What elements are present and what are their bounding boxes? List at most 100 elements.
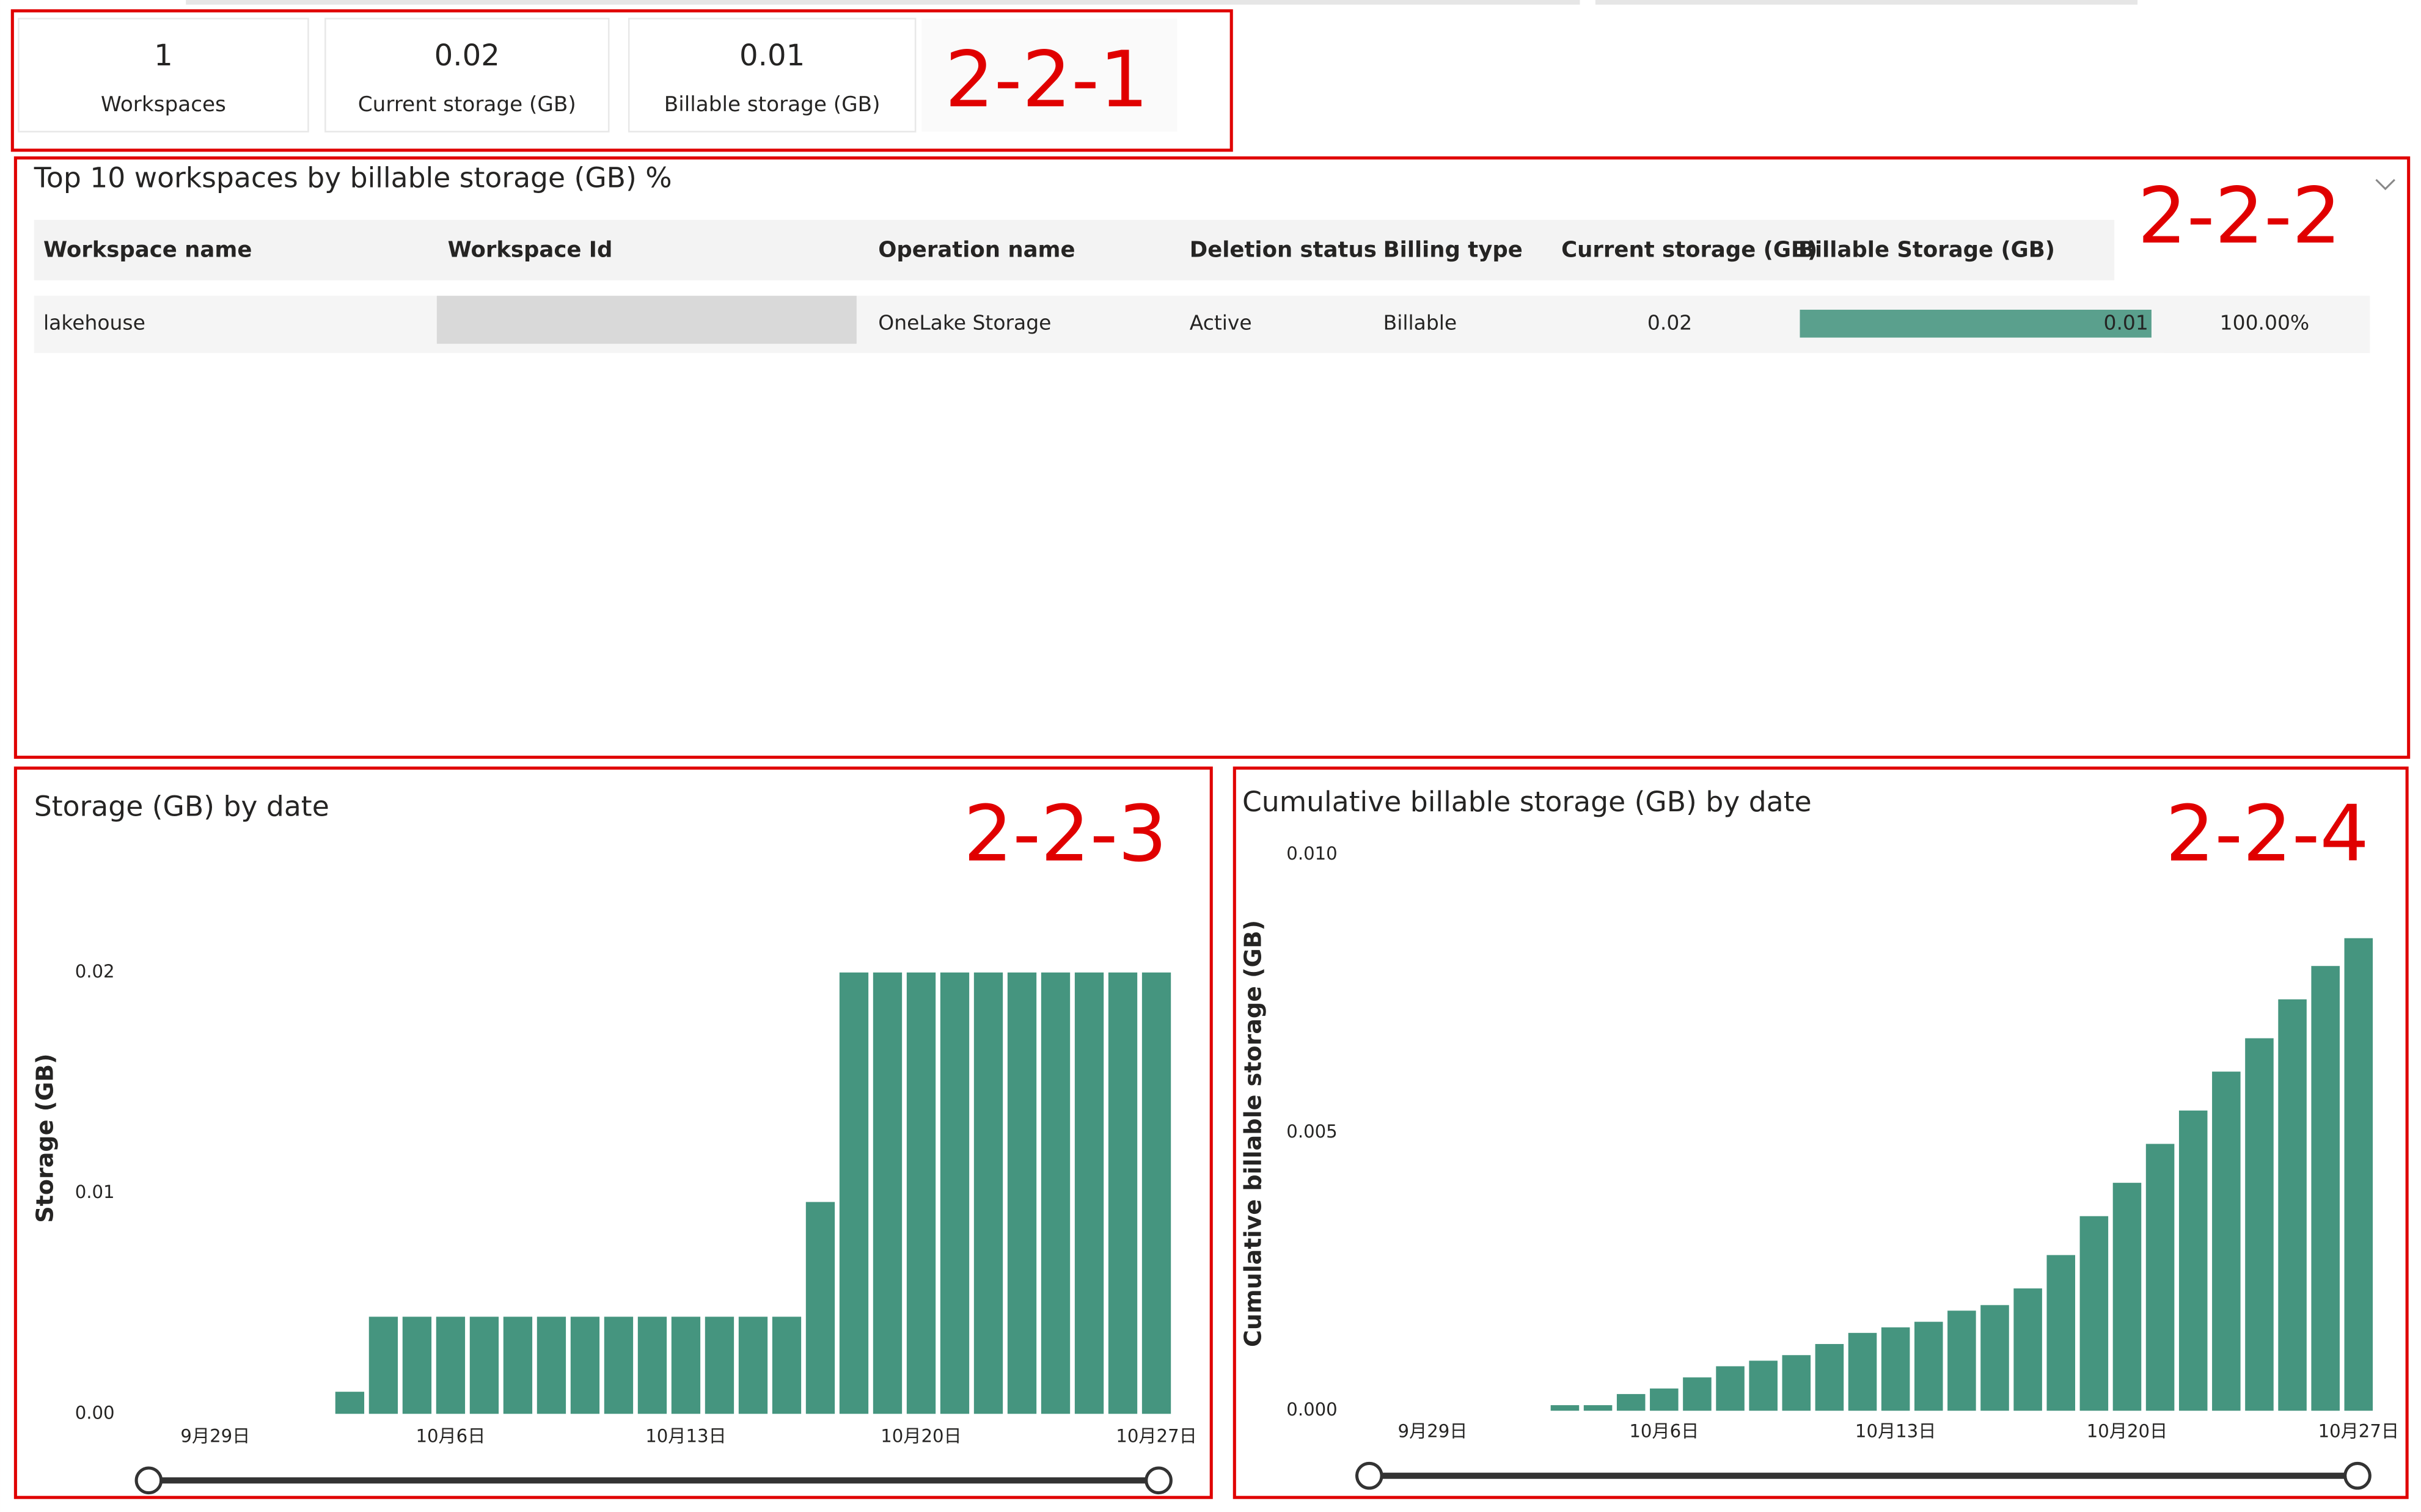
bar [2311, 966, 2340, 1411]
x-tick-label: 10月20日 [881, 1425, 961, 1446]
bar [738, 1317, 768, 1414]
card-value: 0.02 [434, 38, 500, 73]
card [324, 18, 610, 133]
y-tick-label: 0.005 [1286, 1121, 1337, 1142]
bar [2046, 1255, 2076, 1411]
cell: OneLake Storage [878, 310, 1051, 334]
y-tick-label: 0.00 [75, 1402, 115, 1423]
card [18, 18, 309, 133]
bar [335, 1392, 365, 1414]
bar [1782, 1355, 1811, 1411]
bar [2344, 938, 2373, 1411]
annotation-box [13, 156, 2411, 759]
bar [1881, 1327, 1910, 1411]
bar [906, 972, 936, 1414]
card-value: 1 [154, 38, 173, 73]
card-value: 0.01 [739, 38, 805, 73]
annotation-box [1232, 766, 2409, 1499]
bar [436, 1317, 466, 1414]
bar [805, 1202, 835, 1414]
column-header: Current storage (GB) [1561, 238, 1817, 263]
bar [1848, 1332, 1877, 1411]
annotation-label: 2-2-1 [945, 34, 1148, 125]
slider-handle[interactable] [1355, 1461, 1383, 1490]
bar [1650, 1388, 1679, 1411]
column-header: Workspace name [43, 238, 252, 263]
top-strip [186, 0, 1580, 5]
x-tick-label: 9月29日 [1398, 1421, 1468, 1442]
cell: lakehouse [43, 310, 145, 334]
bar [402, 1317, 432, 1414]
bar [1716, 1366, 1745, 1411]
y-axis-title: Cumulative billable storage (GB) [1240, 920, 1267, 1347]
bar [637, 1317, 667, 1414]
card-label: Current storage (GB) [358, 92, 576, 117]
cell: Billable [1383, 310, 1457, 334]
x-tick-label: 10月6日 [1629, 1421, 1699, 1442]
bar [2145, 1144, 2175, 1411]
table-cell-bg [2164, 296, 2370, 353]
slider-handle[interactable] [2343, 1461, 2372, 1490]
bar [2079, 1216, 2109, 1411]
bar [940, 972, 970, 1414]
bar [839, 972, 869, 1414]
bar [1141, 972, 1171, 1414]
column-header: Deletion status [1190, 238, 1377, 263]
cell: 100.00% [2220, 310, 2310, 334]
annotation-label: 2-2-3 [964, 789, 1167, 879]
x-tick-label: 10月13日 [645, 1425, 726, 1446]
bar [705, 1317, 734, 1414]
table-title: Top 10 workspaces by billable storage (G… [34, 162, 672, 194]
card [628, 18, 917, 133]
bar [2212, 1072, 2241, 1411]
bar [873, 972, 903, 1414]
annotation-box [13, 766, 1213, 1499]
slider-handle[interactable] [1145, 1466, 1173, 1495]
x-tick-label: 9月29日 [180, 1425, 250, 1446]
chevron[interactable] [2375, 178, 2395, 191]
x-tick-label: 10月27日 [2318, 1421, 2399, 1442]
column-header: Workspace Id [448, 238, 613, 263]
bar [671, 1317, 701, 1414]
bar [537, 1317, 566, 1414]
bar [1550, 1405, 1580, 1411]
bar [2112, 1183, 2142, 1411]
annotation-label: 2-2-2 [2137, 170, 2341, 261]
redacted-cell [436, 296, 857, 344]
cell: 0.01 [2103, 310, 2148, 334]
card-label: Workspaces [101, 92, 226, 117]
cell: Active [1190, 310, 1252, 334]
bar [1616, 1393, 1646, 1411]
bar [1914, 1321, 1943, 1411]
bar [503, 1317, 533, 1414]
card [921, 18, 1178, 132]
bar [1583, 1405, 1613, 1411]
top-strip [1595, 0, 2138, 5]
bar [368, 1317, 398, 1414]
bar [2178, 1110, 2208, 1411]
bar [469, 1317, 499, 1414]
annotation-label: 2-2-4 [2166, 789, 2369, 879]
y-tick-label: 0.01 [75, 1181, 115, 1202]
y-axis-title: Storage (GB) [32, 1053, 59, 1222]
chart-title: Cumulative billable storage (GB) by date [1242, 786, 1812, 818]
x-tick-label: 10月27日 [1116, 1425, 1196, 1446]
bar [1815, 1344, 1844, 1411]
bar [1108, 972, 1138, 1414]
annotation-box [10, 9, 1233, 152]
bar [2278, 999, 2307, 1411]
x-tick-label: 10月6日 [416, 1425, 485, 1446]
bar [570, 1317, 600, 1414]
x-tick-label: 10月13日 [1855, 1421, 1936, 1442]
cell: 0.02 [1647, 310, 1692, 334]
chart-title: Storage (GB) by date [34, 791, 329, 823]
bar [1980, 1305, 2009, 1411]
slider-handle[interactable] [134, 1466, 163, 1495]
bar [2013, 1288, 2042, 1411]
column-header: Billable Storage (GB) [1798, 238, 2055, 263]
bar [2245, 1038, 2274, 1411]
data-bar [1800, 309, 2152, 338]
bar [604, 1317, 634, 1414]
